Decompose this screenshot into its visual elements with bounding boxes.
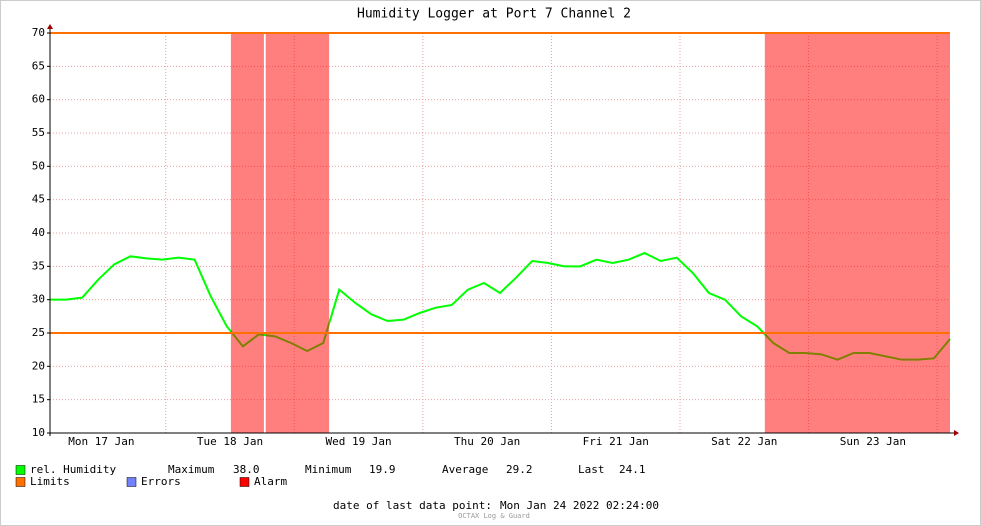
- y-tick-label: 50: [32, 159, 45, 172]
- legend-swatch: [126, 477, 137, 487]
- stat-label: Last: [578, 463, 605, 476]
- stat-label: Average: [442, 463, 488, 476]
- legend-label: Alarm: [254, 475, 287, 488]
- alarm-band: [764, 33, 950, 433]
- legend-label: Limits: [30, 475, 70, 488]
- legend-swatch: [239, 477, 250, 487]
- y-tick-label: 65: [32, 59, 45, 72]
- stat-value: 29.2: [506, 463, 533, 476]
- y-tick-label: 30: [32, 293, 45, 306]
- y-tick-label: 25: [32, 326, 45, 339]
- y-tick-label: 55: [32, 126, 45, 139]
- x-tick-label: Sat 22 Jan: [711, 435, 777, 448]
- stat-value: 38.0: [233, 463, 260, 476]
- legend-label: rel. Humidity: [30, 463, 116, 476]
- alarm-band: [230, 33, 264, 433]
- x-tick-label: Tue 18 Jan: [197, 435, 263, 448]
- y-tick-label: 35: [32, 259, 45, 272]
- x-tick-label: Thu 20 Jan: [454, 435, 520, 448]
- x-tick-label: Mon 17 Jan: [68, 435, 134, 448]
- x-tick-label: Fri 21 Jan: [583, 435, 649, 448]
- y-tick-label: 10: [32, 426, 45, 439]
- stat-value: 24.1: [619, 463, 646, 476]
- watermark: OCTAX Log & Guard: [458, 512, 530, 520]
- legend-swatch: [15, 477, 26, 487]
- x-tick-label: Sun 23 Jan: [840, 435, 906, 448]
- y-tick-label: 20: [32, 359, 45, 372]
- alarm-band: [265, 33, 330, 433]
- x-tick-label: Wed 19 Jan: [325, 435, 391, 448]
- y-tick-label: 60: [32, 93, 45, 106]
- axis-arrow: [47, 24, 53, 29]
- stat-value: 19.9: [369, 463, 396, 476]
- stat-label: Minimum: [305, 463, 352, 476]
- y-tick-label: 45: [32, 193, 45, 206]
- y-tick-label: 15: [32, 393, 45, 406]
- footer-value: Mon Jan 24 2022 02:24:00: [500, 499, 659, 512]
- y-tick-label: 70: [32, 26, 45, 39]
- axis-arrow: [954, 430, 959, 436]
- footer-label: date of last data point:: [333, 499, 492, 512]
- legend-swatch: [15, 465, 26, 475]
- y-tick-label: 40: [32, 226, 45, 239]
- stat-label: Maximum: [168, 463, 215, 476]
- legend-label: Errors: [141, 475, 181, 488]
- chart-title: Humidity Logger at Port 7 Channel 2: [357, 7, 631, 22]
